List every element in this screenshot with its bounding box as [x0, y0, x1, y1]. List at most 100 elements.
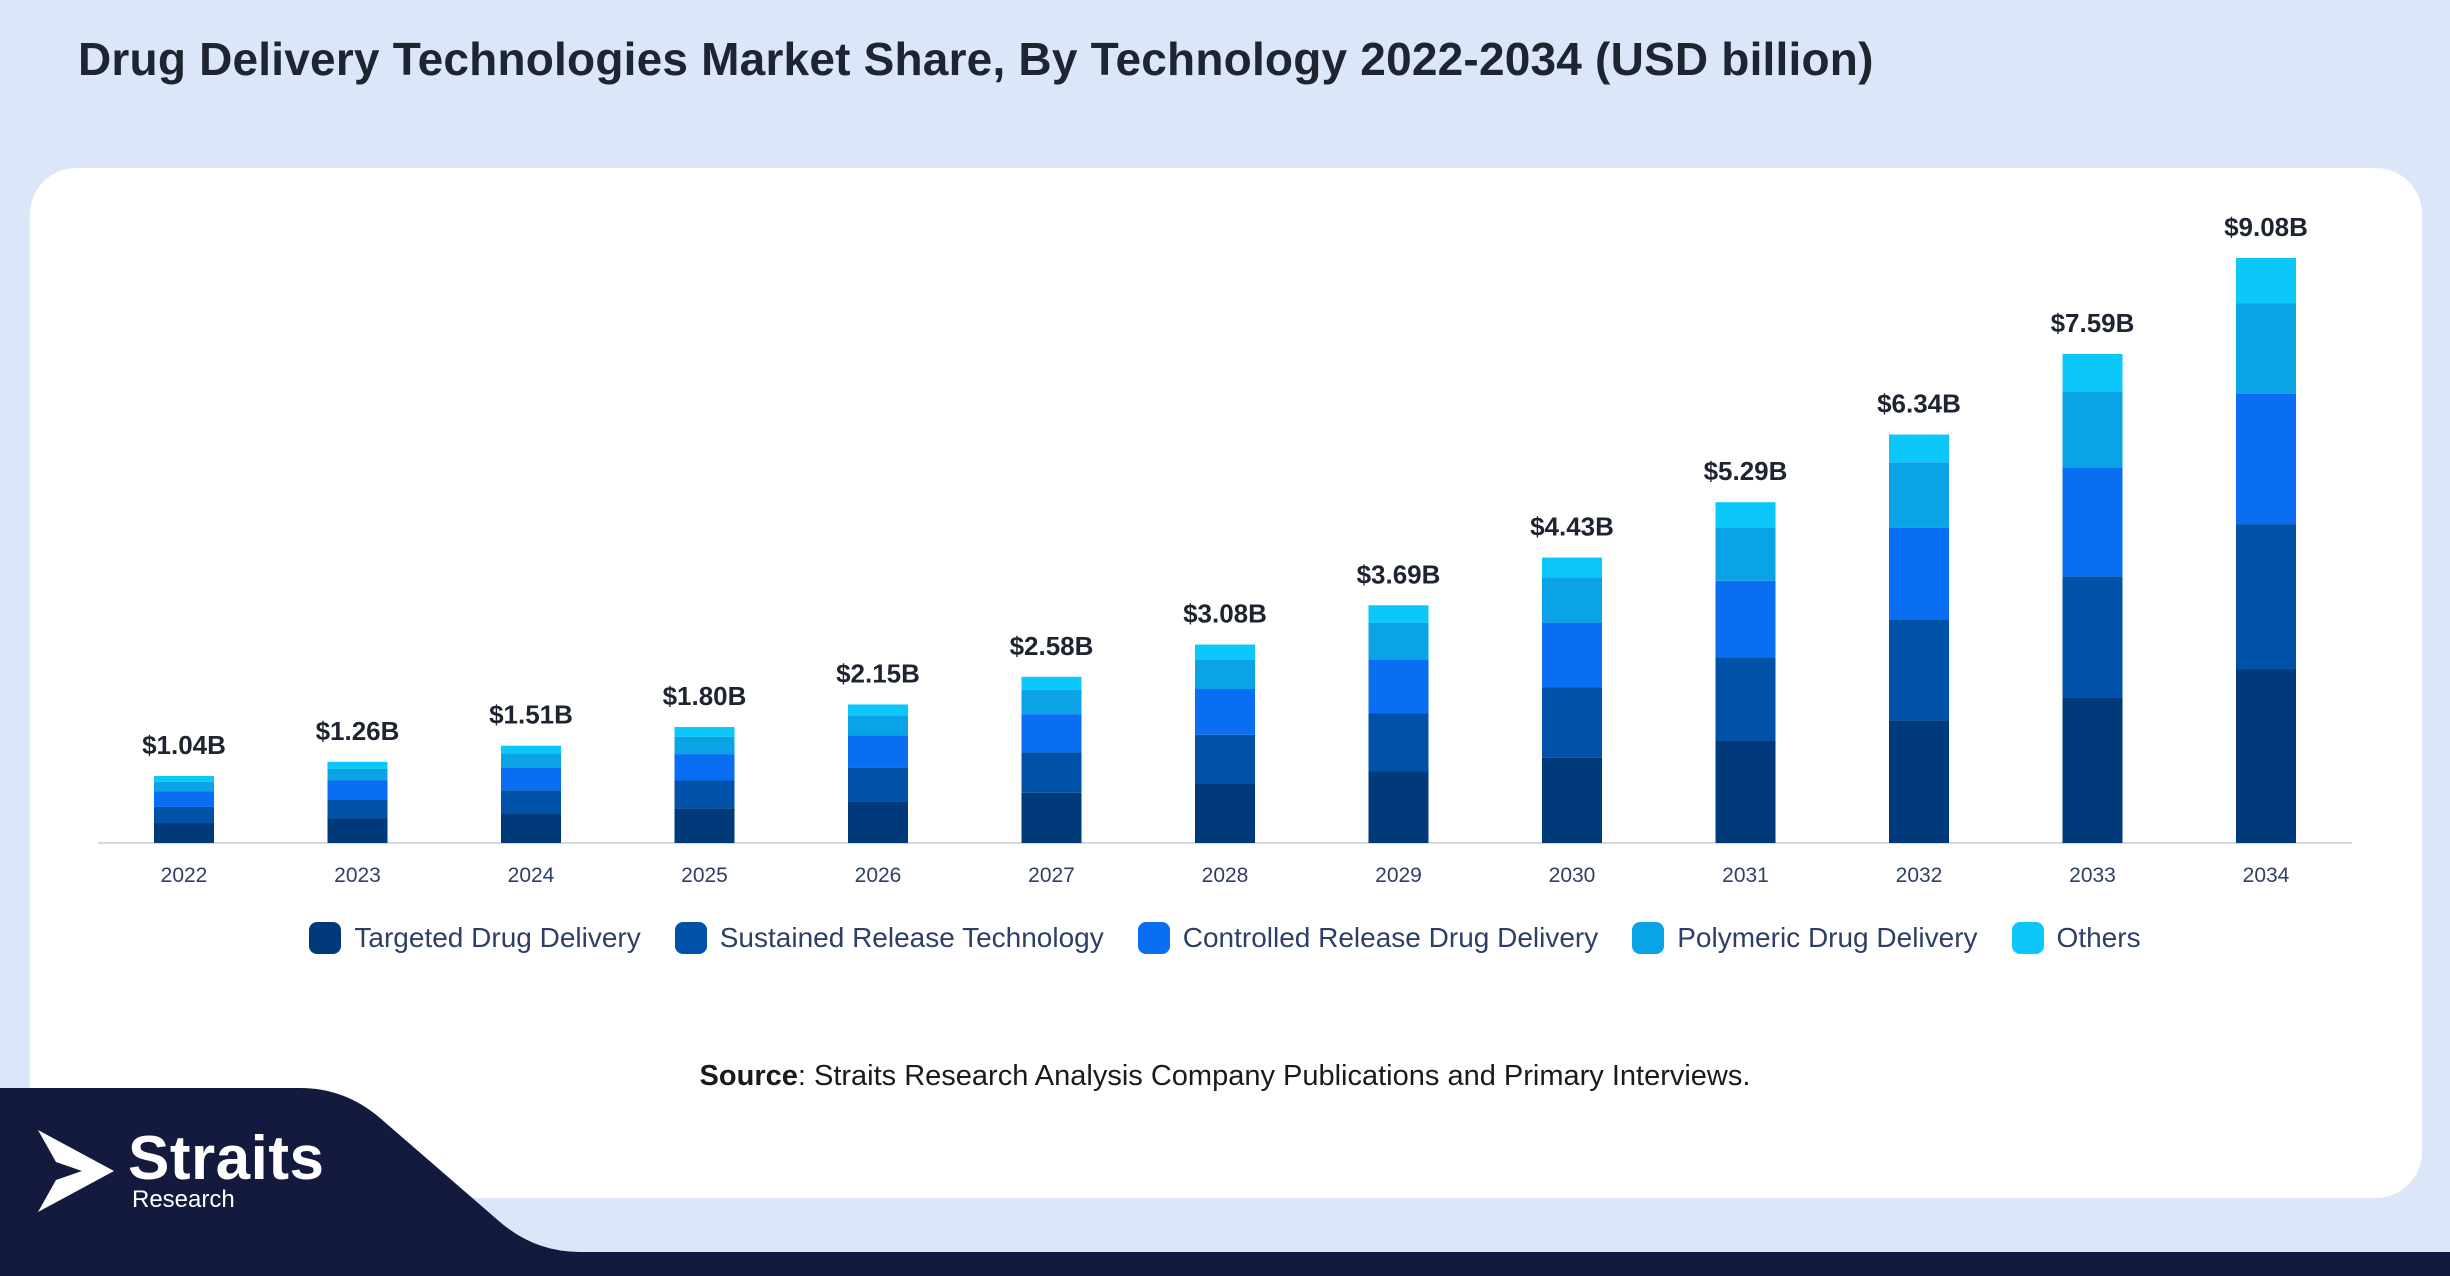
x-tick-label-2025: 2025	[681, 864, 728, 887]
bar-segment-2034-series-2	[2236, 393, 2296, 525]
x-tick-label-2029: 2029	[1375, 864, 1422, 887]
straits-logo: Straits Research	[36, 1128, 324, 1214]
bar-segment-2023-series-0	[327, 818, 388, 843]
bar-segment-2034-series-3	[2236, 303, 2296, 394]
x-tick-label-2030: 2030	[1549, 864, 1596, 887]
legend: Targeted Drug Delivery Sustained Release …	[0, 922, 2450, 954]
bar-segment-2032-series-0	[1889, 720, 1949, 843]
x-tick-label-2022: 2022	[161, 864, 208, 887]
x-tick-label-2032: 2032	[1896, 864, 1943, 887]
bar-segment-2032-series-4	[1889, 434, 1949, 463]
bar-segment-2030-series-1	[1542, 687, 1602, 758]
bar-segment-2026-series-4	[848, 704, 908, 716]
bar-segment-2026-series-0	[848, 801, 908, 843]
bar-segment-2029-series-4	[1368, 605, 1429, 623]
legend-swatch	[309, 922, 342, 954]
bar-segment-2027-series-3	[1021, 689, 1082, 715]
bar-segment-2024-series-2	[501, 767, 561, 791]
total-label-2023: $1.26B	[316, 716, 400, 746]
legend-item-0: Targeted Drug Delivery	[309, 922, 641, 954]
bar-segment-2027-series-2	[1021, 714, 1082, 753]
total-label-2026: $2.15B	[836, 658, 920, 688]
x-tick-label-2024: 2024	[508, 864, 555, 887]
legend-label: Targeted Drug Delivery	[354, 922, 641, 953]
bar-segment-2025-series-4	[674, 727, 735, 737]
bar-segment-2030-series-0	[1542, 757, 1602, 843]
bar-segment-2034-series-4	[2236, 258, 2296, 304]
source-label: Source	[699, 1060, 798, 1092]
bar-segment-2024-series-3	[501, 753, 561, 768]
legend-item-2: Controlled Release Drug Delivery	[1137, 922, 1599, 954]
legend-item-3: Polymeric Drug Delivery	[1632, 922, 1978, 954]
x-tick-label-2028: 2028	[1202, 864, 1249, 887]
total-label-2022: $1.04B	[142, 730, 226, 760]
legend-item-4: Others	[2011, 922, 2141, 954]
total-label-2033: $7.59B	[2051, 308, 2135, 338]
legend-swatch	[674, 922, 707, 954]
bar-segment-2022-series-3	[154, 781, 214, 792]
bar-segment-2032-series-3	[1889, 462, 1949, 528]
bar-segment-2029-series-0	[1368, 771, 1429, 843]
total-label-2032: $6.34B	[1877, 389, 1961, 419]
straits-arrow-icon	[38, 1130, 114, 1212]
legend-swatch	[1137, 922, 1170, 954]
bar-segment-2033-series-0	[2062, 697, 2123, 843]
bar-segment-2027-series-0	[1021, 792, 1082, 843]
legend-label: Controlled Release Drug Delivery	[1182, 922, 1599, 953]
bar-segment-2025-series-0	[674, 808, 735, 843]
bar-segment-2032-series-2	[1889, 527, 1949, 620]
bar-segment-2024-series-0	[501, 814, 561, 843]
bar-segment-2028-series-3	[1195, 660, 1255, 690]
bar-segment-2028-series-4	[1195, 644, 1255, 661]
bar-segment-2026-series-1	[848, 767, 908, 802]
bar-segment-2031-series-3	[1715, 527, 1776, 581]
bar-segment-2027-series-1	[1021, 752, 1082, 793]
bars-group	[154, 258, 2296, 843]
x-tick-label-2026: 2026	[855, 864, 902, 887]
x-tick-labels-group: 2022 2023 2024 2025 2026 2027 2028 2029 2030 2031…	[161, 864, 2290, 887]
bar-segment-2031-series-4	[1715, 502, 1776, 528]
bar-segment-2029-series-2	[1368, 660, 1429, 714]
bar-segment-2031-series-1	[1715, 657, 1776, 741]
bar-segment-2031-series-0	[1715, 740, 1776, 843]
x-tick-label-2031: 2031	[1722, 864, 1769, 887]
legend-item-1: Sustained Release Technology	[674, 922, 1104, 954]
bar-segment-2022-series-4	[154, 775, 214, 782]
bar-segment-2026-series-2	[848, 735, 908, 768]
logo-name: Straits	[128, 1124, 325, 1193]
total-label-2024: $1.51B	[489, 700, 573, 730]
bar-segment-2023-series-2	[327, 780, 388, 800]
bar-segment-2033-series-4	[2062, 353, 2123, 392]
bar-segment-2025-series-1	[674, 780, 735, 809]
bar-segment-2033-series-2	[2062, 467, 2123, 577]
bar-segment-2034-series-0	[2236, 669, 2296, 843]
bar-segment-2034-series-1	[2236, 524, 2296, 670]
x-tick-label-2033: 2033	[2069, 864, 2116, 887]
bar-segment-2033-series-3	[2062, 391, 2123, 468]
total-label-2034: $9.08B	[2224, 212, 2308, 242]
legend-label: Polymeric Drug Delivery	[1677, 922, 1978, 953]
total-label-2025: $1.80B	[663, 681, 747, 711]
total-label-2029: $3.69B	[1357, 559, 1441, 589]
bar-segment-2024-series-4	[501, 745, 561, 754]
page-title: Drug Delivery Technologies Market Share,…	[78, 33, 1874, 85]
bar-segment-2028-series-0	[1195, 783, 1255, 843]
bar-segment-2030-series-3	[1542, 577, 1602, 623]
bar-segment-2022-series-2	[154, 791, 214, 807]
bar-segment-2025-series-2	[674, 754, 735, 781]
x-tick-label-2023: 2023	[334, 864, 381, 887]
bar-segment-2029-series-3	[1368, 622, 1429, 661]
legend-label: Others	[2056, 922, 2141, 953]
bar-segment-2025-series-3	[674, 736, 735, 755]
bar-segment-2032-series-1	[1889, 619, 1949, 721]
total-label-2028: $3.08B	[1183, 599, 1267, 629]
total-label-2031: $5.29B	[1704, 456, 1788, 486]
total-label-2030: $4.43B	[1530, 512, 1614, 542]
bar-segment-2022-series-1	[154, 806, 214, 824]
bar-segment-2030-series-4	[1542, 557, 1602, 578]
x-tick-label-2034: 2034	[2243, 864, 2290, 887]
bar-segment-2027-series-4	[1021, 676, 1082, 690]
total-label-2027: $2.58B	[1010, 631, 1094, 661]
bar-segment-2023-series-1	[327, 799, 388, 819]
